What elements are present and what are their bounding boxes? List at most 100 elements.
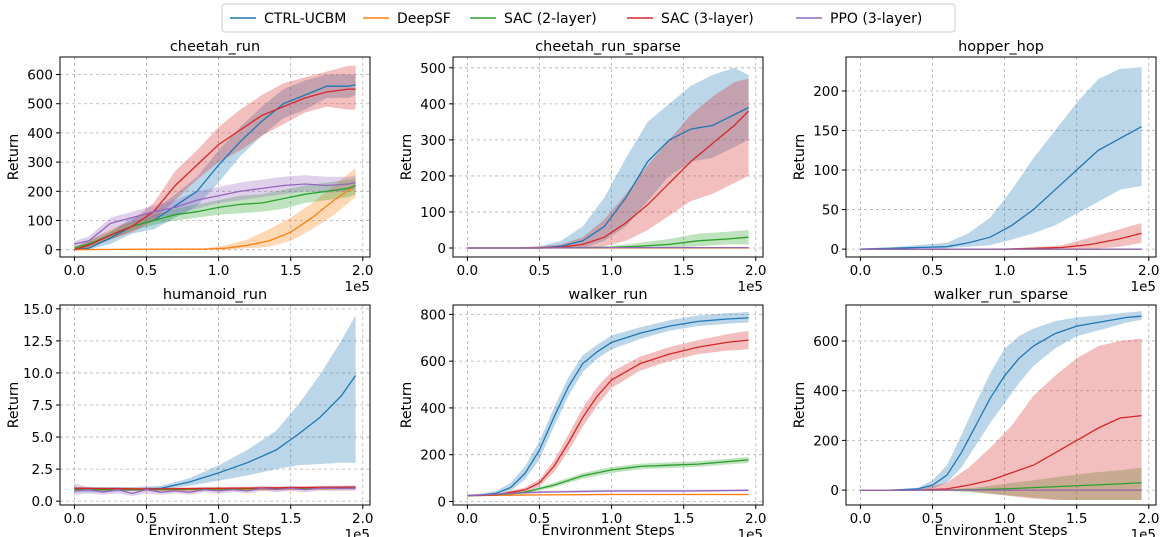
axes-frame <box>452 56 764 258</box>
confidence-band <box>860 67 1142 250</box>
series-line <box>860 126 1142 250</box>
x-tick-label: 1.5 <box>673 511 694 527</box>
y-axis-label: Return <box>792 134 808 180</box>
confidence-band <box>467 312 749 497</box>
x-tick-label: 1.0 <box>208 511 229 527</box>
x-offset-label: 1e5 <box>345 279 370 295</box>
series-line <box>74 84 356 251</box>
plot-area <box>860 67 1142 250</box>
y-tick-label: 150 <box>813 124 839 140</box>
plot-area <box>467 312 749 497</box>
confidence-band <box>467 78 749 248</box>
series-line <box>467 493 749 497</box>
series-line <box>74 486 356 490</box>
series-line <box>74 487 356 495</box>
panel-title: hopper_hop <box>958 39 1044 55</box>
legend-entry: SAC (2-layer) <box>470 11 597 27</box>
confidence-band <box>74 65 356 250</box>
legend-label: SAC (3-layer) <box>661 11 754 27</box>
y-tick-label: 100 <box>420 205 446 221</box>
x-offset-label: 1e5 <box>345 527 370 537</box>
y-tick-label: 12.5 <box>23 334 53 350</box>
series-line <box>74 184 356 251</box>
plot-area <box>860 311 1142 500</box>
y-tick-label: 100 <box>27 214 53 230</box>
x-axis-label: Environment Steps <box>934 523 1067 537</box>
y-tick-label: 2.5 <box>32 462 53 478</box>
y-tick-label: 100 <box>813 163 839 179</box>
series-line <box>467 339 749 497</box>
x-offset-label: 1e5 <box>1131 527 1156 537</box>
y-axis-label: Return <box>6 134 22 180</box>
confidence-band <box>74 167 356 250</box>
y-axis-label: Return <box>792 382 808 428</box>
chart-panel-3: 0.0 0.5 1.0 1.5 2.0 0 50 100 150 200 1e5 hopper_hop… <box>792 39 1160 295</box>
y-tick-label: 0 <box>830 242 839 258</box>
y-tick-label: 0.0 <box>32 494 53 510</box>
x-tick-label: 1.0 <box>601 263 622 279</box>
y-tick-label: 10.0 <box>23 366 53 382</box>
series-line <box>467 317 749 497</box>
x-tick-label: 2.0 <box>1138 511 1159 527</box>
series-line <box>74 88 356 251</box>
y-axis-label: Return <box>399 134 415 180</box>
y-tick-label: 500 <box>27 97 53 113</box>
x-tick-label: 1.5 <box>280 511 301 527</box>
axes-frame <box>452 304 764 506</box>
y-tick-label: 600 <box>813 334 839 350</box>
x-tick-label: 0.0 <box>457 511 478 527</box>
confidence-band <box>74 175 356 247</box>
axes-frame <box>845 56 1157 258</box>
x-tick-label: 2.0 <box>745 263 766 279</box>
y-tick-label: 7.5 <box>32 398 53 414</box>
legend-box <box>221 3 956 33</box>
confidence-band <box>467 67 749 248</box>
axes-frame <box>845 304 1157 506</box>
panel-title: humanoid_run <box>163 287 267 303</box>
panel-title: cheetah_run <box>170 39 260 55</box>
legend-entry: SAC (3-layer) <box>627 11 754 27</box>
x-tick-label: 1.0 <box>601 511 622 527</box>
x-offset-label: 1e5 <box>738 527 763 537</box>
x-tick-label: 2.0 <box>352 511 373 527</box>
y-tick-label: 400 <box>420 97 446 113</box>
x-tick-label: 1.5 <box>673 263 694 279</box>
x-tick-label: 1.5 <box>280 263 301 279</box>
legend-label: DeepSF <box>397 11 451 27</box>
y-tick-label: 300 <box>420 133 446 149</box>
panel-title: cheetah_run_sparse <box>535 39 681 55</box>
panel-title: walker_run <box>568 287 647 303</box>
confidence-band <box>860 338 1142 500</box>
y-axis-label: Return <box>6 382 22 428</box>
x-tick-label: 0.5 <box>529 511 550 527</box>
confidence-band <box>467 330 749 497</box>
y-tick-label: 50 <box>822 203 839 219</box>
legend-label: SAC (2-layer) <box>504 11 597 27</box>
y-tick-label: 400 <box>813 384 839 400</box>
y-axis-label: Return <box>399 382 415 428</box>
legend-label: PPO (3-layer) <box>830 11 922 27</box>
y-tick-label: 400 <box>420 401 446 417</box>
legend-label: CTRL-UCBM <box>264 11 346 27</box>
plot-area <box>467 67 750 249</box>
legend-entry: CTRL-UCBM <box>230 11 346 27</box>
x-tick-label: 0.5 <box>136 511 157 527</box>
chart-panel-6: 0.0 0.5 1.0 1.5 2.0 0 200 400 600 1e5 walker_run_s… <box>792 287 1160 537</box>
x-tick-label: 0.0 <box>64 263 85 279</box>
y-tick-label: 0 <box>44 243 53 259</box>
x-tick-label: 1.0 <box>994 263 1015 279</box>
y-tick-label: 0 <box>437 241 446 257</box>
confidence-band <box>74 74 356 250</box>
chart-panel-2: 0.0 0.5 1.0 1.5 2.0 0 100 200 300 400 500 1e5 cheeta… <box>399 39 767 295</box>
y-tick-label: 800 <box>420 307 446 323</box>
x-tick-label: 0.5 <box>922 263 943 279</box>
x-tick-label: 1.5 <box>1066 263 1087 279</box>
y-tick-label: 0 <box>437 494 446 510</box>
series-line <box>467 489 749 497</box>
y-tick-label: 500 <box>420 61 446 77</box>
x-tick-label: 0.5 <box>529 263 550 279</box>
y-tick-label: 600 <box>420 354 446 370</box>
confidence-band <box>74 178 356 250</box>
series-line <box>74 181 356 245</box>
x-tick-label: 1.0 <box>994 511 1015 527</box>
